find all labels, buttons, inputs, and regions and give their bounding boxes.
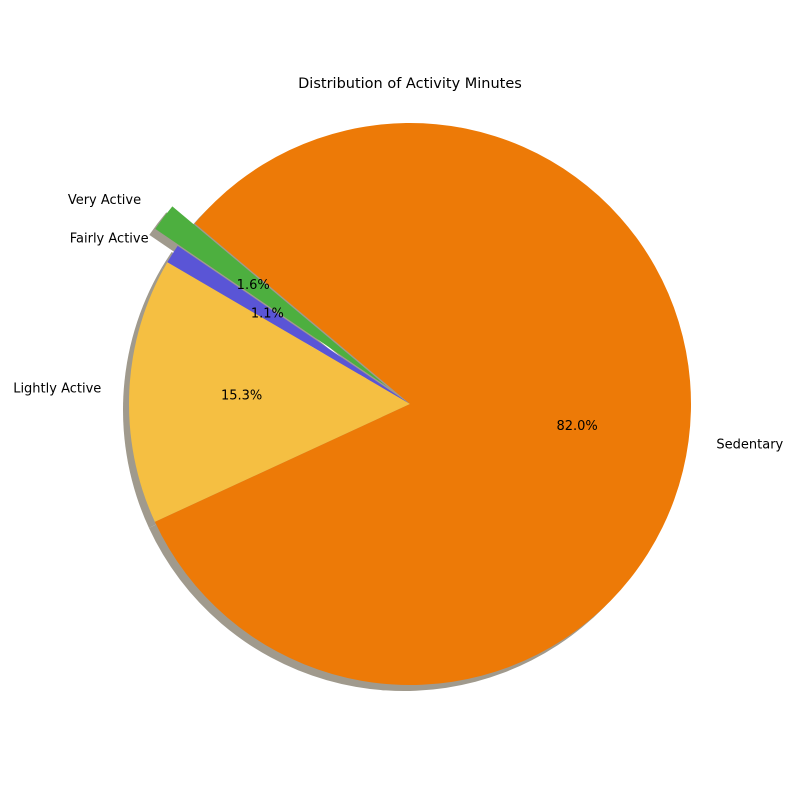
pie-slice-lightly-active [128,262,410,522]
pie-slice-sedentary [154,123,691,686]
pie-slice-very-active [155,206,388,388]
slice-label-very-active: Very Active [68,193,141,208]
pie-slice-fairly-active [167,245,410,404]
slice-label-lightly-active: Lightly Active [13,382,101,397]
slice-label-fairly-active: Fairly Active [70,232,149,247]
slice-label-sedentary: Sedentary [716,437,783,452]
percent-label-lightly-active: 15.3% [221,388,262,403]
pie-slices [128,123,691,686]
percent-label-fairly-active: 1.1% [251,307,284,322]
percent-label-sedentary: 82.0% [556,419,597,434]
chart-title: Distribution of Activity Minutes [298,76,522,92]
pie-labels: Very Active 1.6% Fairly Active 1.1% Lightly … [13,193,783,452]
percent-label-very-active: 1.6% [237,278,270,293]
